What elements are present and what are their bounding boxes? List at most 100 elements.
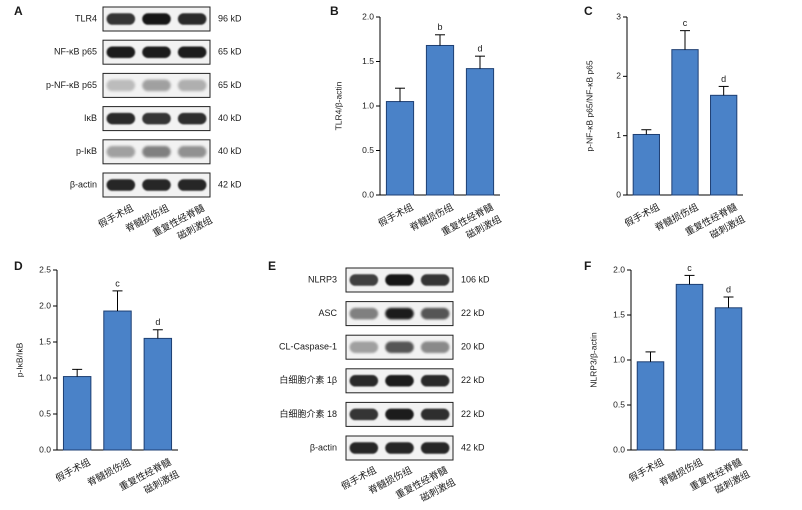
- blot-row: 白细胞介素 1β 22 kD: [279, 368, 485, 394]
- y-tick-label: 2: [616, 71, 621, 81]
- y-axis-label: NLRP3/β-actin: [588, 332, 598, 388]
- y-axis-label: TLR4/β-actin: [333, 81, 343, 130]
- y-tick-label: 0.5: [613, 399, 625, 409]
- blot-row-label: β-actin: [70, 179, 97, 189]
- blot-band: [177, 46, 207, 58]
- blot-band: [385, 307, 414, 320]
- y-tick-label: 0.0: [613, 444, 625, 454]
- blot-row: β-actin 42 kD: [310, 435, 485, 461]
- blot-row: β-actin 42 kD: [70, 172, 242, 198]
- chart-f: F0.00.51.01.52.0NLRP3/β-actincd假手术组脊髓损伤组…: [584, 259, 752, 496]
- blot-row-label: NLRP3: [308, 274, 337, 284]
- bar: [465, 68, 495, 196]
- panel-letter-d: D: [14, 259, 23, 273]
- significance-label: c: [115, 278, 120, 288]
- blot-band: [385, 341, 414, 353]
- blot-band: [349, 274, 379, 286]
- blot-band: [349, 307, 379, 320]
- blot-row: NLRP3 106 kD: [308, 267, 490, 293]
- blot-row-label: 白细胞介素 1β: [279, 374, 337, 385]
- y-tick-label: 0.5: [362, 145, 374, 155]
- blot-row-mw: 65 kD: [218, 47, 242, 57]
- y-tick-label: 1.5: [362, 56, 374, 66]
- blot-row-mw: 40 kD: [218, 146, 242, 156]
- blot-row-mw: 42 kD: [218, 179, 242, 189]
- blot-band: [177, 146, 207, 158]
- bar: [671, 49, 699, 196]
- y-axis-label: p-NF-κB p65/NF-κB p65: [584, 60, 594, 151]
- blot-band: [106, 79, 136, 92]
- blot-row-mw: 42 kD: [461, 442, 485, 452]
- blot-band: [106, 179, 136, 191]
- blot-row: CL-Caspase-1 20 kD: [279, 334, 485, 360]
- bar: [710, 94, 738, 196]
- blot-panel-e: E NLRP3 106 kD ASC 22 kD CL-Caspase-1 20 kD 白细胞…: [268, 259, 490, 461]
- blot-band: [106, 146, 136, 158]
- blot-band: [177, 79, 207, 92]
- bar: [425, 44, 455, 196]
- y-tick-label: 1.0: [39, 372, 51, 382]
- blot-band: [142, 13, 171, 25]
- blot-row-mw: 65 kD: [218, 80, 242, 90]
- blot-band: [177, 179, 207, 191]
- significance-label: c: [687, 263, 692, 273]
- blot-row: IκB 40 kD: [84, 106, 242, 132]
- blot-band: [349, 408, 379, 421]
- panel-letter-e: E: [268, 259, 276, 273]
- chart-b: B0.00.51.01.52.0TLR4/β-actinbd假手术组脊髓损伤组重…: [330, 4, 504, 241]
- blot-band: [142, 179, 171, 191]
- blot-row-mw: 20 kD: [461, 342, 485, 352]
- blot-row-label: β-actin: [310, 442, 337, 452]
- significance-label: d: [477, 44, 482, 54]
- blot-row-mw: 22 kD: [461, 375, 485, 385]
- panel-letter-f: F: [584, 259, 591, 273]
- significance-label: d: [726, 284, 731, 294]
- blot-band: [385, 408, 414, 421]
- y-tick-label: 0.5: [39, 408, 51, 418]
- y-tick-label: 1.5: [613, 309, 625, 319]
- blot-row: 白细胞介素 18 22 kD: [279, 401, 485, 427]
- bar: [103, 310, 132, 451]
- significance-label: d: [721, 74, 726, 84]
- blot-band: [385, 442, 414, 454]
- blot-band: [420, 307, 450, 320]
- blot-row: NF-κB p65 65 kD: [54, 39, 242, 65]
- bar: [143, 337, 173, 451]
- y-tick-label: 1.5: [39, 336, 51, 346]
- blot-band: [420, 341, 450, 353]
- chart-d: D0.00.51.01.52.02.5p-IκB/IκBcd假手术组脊髓损伤组重…: [14, 259, 182, 496]
- blot-row-label: p-IκB: [76, 146, 97, 156]
- blot-row-label: ASC: [318, 308, 337, 318]
- blot-band: [420, 408, 450, 421]
- bar: [714, 307, 743, 451]
- y-axis-label: p-IκB/IκB: [14, 342, 24, 377]
- bar: [385, 101, 415, 196]
- blot-row-label: TLR4: [75, 13, 97, 23]
- blot-band: [106, 112, 136, 125]
- blot-band: [142, 146, 171, 158]
- blot-band: [106, 13, 136, 25]
- blot-row-label: p-NF-κB p65: [46, 80, 97, 90]
- blot-band: [420, 442, 450, 454]
- blot-row-label: CL-Caspase-1: [279, 342, 337, 352]
- blot-row-mw: 106 kD: [461, 274, 490, 284]
- blot-band: [177, 13, 207, 25]
- y-tick-label: 2.0: [613, 264, 625, 274]
- blot-row-label: NF-κB p65: [54, 47, 97, 57]
- y-tick-label: 1: [616, 130, 621, 140]
- y-tick-label: 3: [616, 11, 621, 21]
- significance-label: d: [155, 317, 160, 327]
- blot-row: TLR4 96 kD: [75, 6, 242, 32]
- y-tick-label: 1.0: [613, 354, 625, 364]
- blot-band: [385, 375, 414, 387]
- y-tick-label: 2.0: [362, 11, 374, 21]
- y-tick-label: 0.0: [39, 444, 51, 454]
- y-tick-label: 2.0: [39, 300, 51, 310]
- blot-band: [420, 375, 450, 387]
- y-tick-label: 0: [616, 189, 621, 199]
- bar: [675, 283, 704, 451]
- blot-row: ASC 22 kD: [318, 301, 485, 327]
